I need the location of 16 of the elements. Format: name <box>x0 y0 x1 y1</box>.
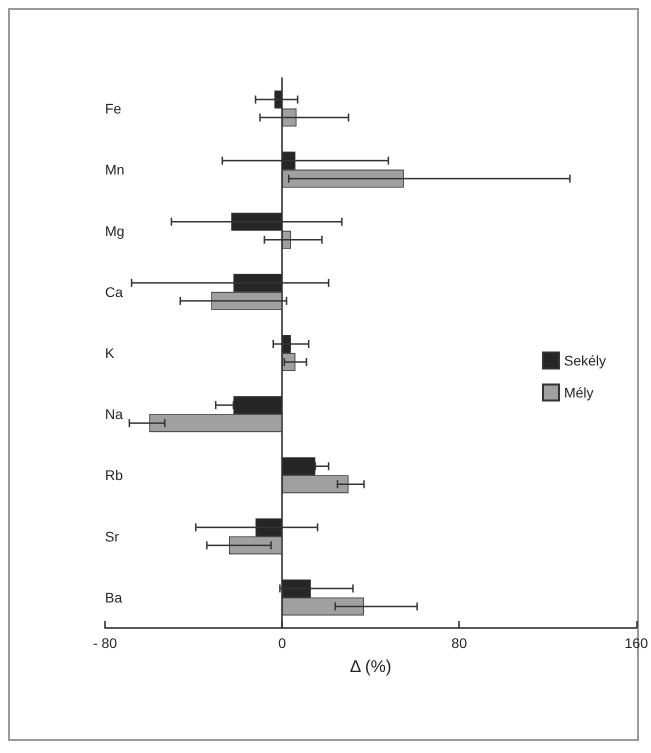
y-tick-label: K <box>105 345 115 361</box>
x-tick-label: 160 <box>624 635 648 651</box>
y-tick-label: Fe <box>105 100 122 117</box>
y-tick-label: Rb <box>105 467 124 484</box>
y-tick-label: Mn <box>105 162 124 178</box>
legend-label: Sekély <box>564 352 606 368</box>
x-tick-label: - 80 <box>92 635 118 651</box>
legend-label: Mély <box>564 384 594 400</box>
x-tick-label: 80 <box>451 635 468 651</box>
y-tick-label: Ba <box>105 589 122 606</box>
x-tick-label: 0 <box>278 635 286 651</box>
x-axis-title: Δ (%) <box>350 657 392 676</box>
y-tick-label: Mg <box>105 222 124 239</box>
y-tick-label: Na <box>105 406 124 422</box>
y-tick-label: Ca <box>105 284 124 300</box>
y-tick-label: Sr <box>105 528 120 544</box>
